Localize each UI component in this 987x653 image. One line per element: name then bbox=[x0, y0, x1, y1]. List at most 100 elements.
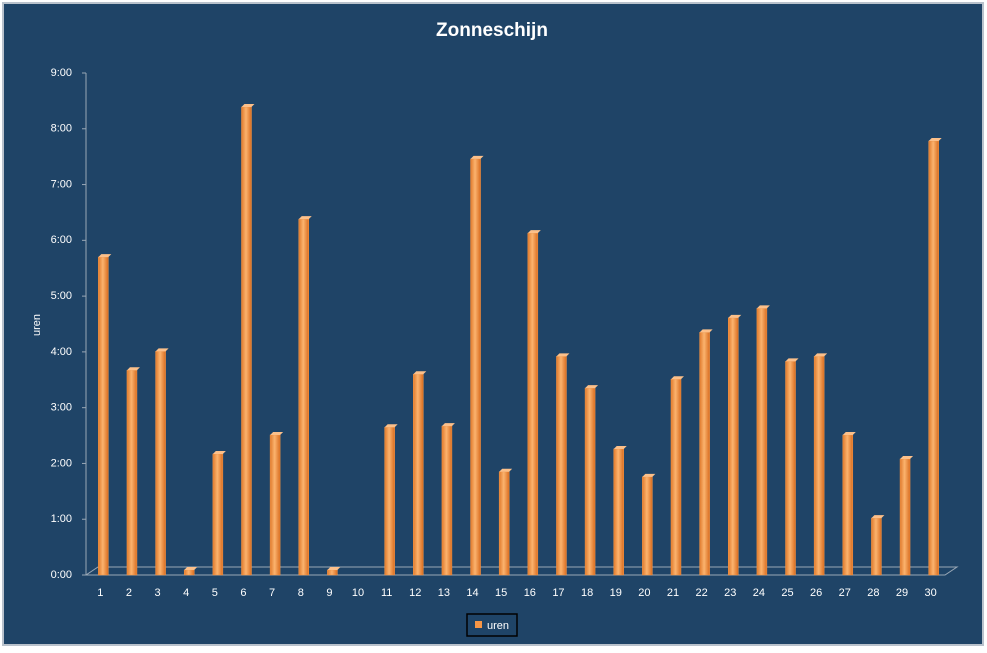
bar-top bbox=[413, 371, 427, 375]
bar bbox=[298, 218, 309, 576]
bar-group bbox=[613, 445, 627, 576]
bar-group bbox=[527, 230, 541, 576]
x-tick-label: 4 bbox=[183, 587, 189, 599]
x-tick-label: 22 bbox=[695, 587, 707, 599]
bar-group bbox=[498, 468, 513, 576]
x-tick-label: 20 bbox=[638, 587, 650, 599]
x-tick-label: 17 bbox=[552, 587, 564, 599]
x-tick-label: 6 bbox=[240, 587, 246, 599]
y-tick-label: 3:00 bbox=[51, 402, 72, 414]
x-tick-label: 24 bbox=[753, 587, 765, 599]
bar-group bbox=[298, 216, 312, 576]
y-tick-label: 0:00 bbox=[51, 569, 72, 581]
x-tick-label: 1 bbox=[97, 587, 103, 599]
x-tick-label: 9 bbox=[326, 587, 332, 599]
bar-group bbox=[241, 104, 255, 576]
bar-top bbox=[642, 473, 656, 477]
y-tick-label: 1:00 bbox=[51, 513, 72, 525]
bar-top bbox=[441, 423, 455, 427]
y-axis-label: uren bbox=[31, 314, 43, 336]
bar-top bbox=[585, 385, 599, 389]
bar-group bbox=[699, 329, 713, 576]
bar-top bbox=[842, 431, 856, 435]
bar-top bbox=[98, 254, 112, 258]
bar-group bbox=[212, 450, 226, 576]
bar-top bbox=[613, 445, 627, 449]
bar bbox=[642, 476, 653, 576]
legend-box bbox=[466, 613, 518, 637]
bar-top bbox=[900, 455, 914, 459]
bar-group bbox=[785, 358, 799, 576]
bar-top bbox=[871, 515, 885, 519]
bar-top bbox=[184, 566, 198, 570]
bar-group bbox=[327, 566, 341, 576]
bar-group bbox=[899, 455, 914, 576]
bar bbox=[527, 232, 539, 576]
bar bbox=[327, 569, 338, 576]
bar-group bbox=[756, 305, 770, 576]
bar bbox=[98, 256, 109, 576]
bar-top bbox=[756, 305, 770, 309]
bar-group bbox=[556, 353, 570, 576]
y-tick-label: 5:00 bbox=[51, 290, 72, 302]
floor bbox=[84, 566, 959, 576]
x-tick-label: 13 bbox=[438, 587, 450, 599]
x-tick-label: 14 bbox=[466, 587, 478, 599]
x-tick-label: 19 bbox=[610, 587, 622, 599]
x-tick-label: 8 bbox=[298, 587, 304, 599]
bar-top bbox=[699, 329, 713, 333]
x-tick-label: 10 bbox=[352, 587, 364, 599]
bar-group bbox=[183, 566, 198, 576]
x-tick-label: 29 bbox=[896, 587, 908, 599]
bar-group bbox=[441, 423, 455, 576]
bar-group bbox=[269, 431, 284, 576]
bar-top bbox=[928, 138, 942, 142]
bar-group bbox=[155, 348, 169, 576]
bar bbox=[728, 317, 739, 576]
bar bbox=[813, 356, 825, 576]
bar-group bbox=[470, 155, 484, 576]
x-tick-label: 28 bbox=[867, 587, 879, 599]
bar-top bbox=[327, 566, 341, 570]
bar-group bbox=[584, 385, 599, 576]
x-tick-label: 30 bbox=[925, 587, 937, 599]
x-tick-label: 15 bbox=[495, 587, 507, 599]
x-tick-label: 3 bbox=[155, 587, 161, 599]
legend-swatch bbox=[475, 621, 482, 628]
bar-top bbox=[241, 104, 255, 108]
bar bbox=[498, 471, 510, 576]
bar-top bbox=[126, 367, 140, 371]
x-tick-label: 5 bbox=[212, 587, 218, 599]
bar-group bbox=[98, 254, 112, 576]
bar bbox=[670, 378, 682, 576]
bar-group bbox=[871, 515, 885, 576]
bar-group bbox=[728, 314, 742, 576]
y-tick-label: 8:00 bbox=[51, 123, 72, 135]
bar bbox=[126, 370, 138, 576]
bar-top bbox=[499, 468, 513, 472]
bar bbox=[155, 351, 166, 576]
bar-group bbox=[642, 473, 656, 576]
bar-top bbox=[670, 376, 684, 380]
bar bbox=[756, 308, 768, 576]
y-tick-label: 9:00 bbox=[51, 67, 72, 79]
bar bbox=[613, 448, 624, 576]
bar-top bbox=[785, 358, 799, 362]
x-tick-label: 21 bbox=[667, 587, 679, 599]
bar bbox=[785, 361, 796, 576]
chart-title: Zonneschijn bbox=[436, 20, 548, 41]
bar bbox=[899, 458, 911, 576]
x-tick-label: 12 bbox=[409, 587, 421, 599]
bar bbox=[871, 517, 882, 576]
bar-top bbox=[212, 450, 226, 454]
bar-group bbox=[928, 138, 942, 576]
bar bbox=[241, 106, 252, 576]
bar bbox=[384, 426, 395, 576]
y-tick-label: 6:00 bbox=[51, 234, 72, 246]
bar-group bbox=[126, 367, 140, 576]
x-tick-label: 16 bbox=[524, 587, 536, 599]
bar bbox=[441, 425, 453, 576]
